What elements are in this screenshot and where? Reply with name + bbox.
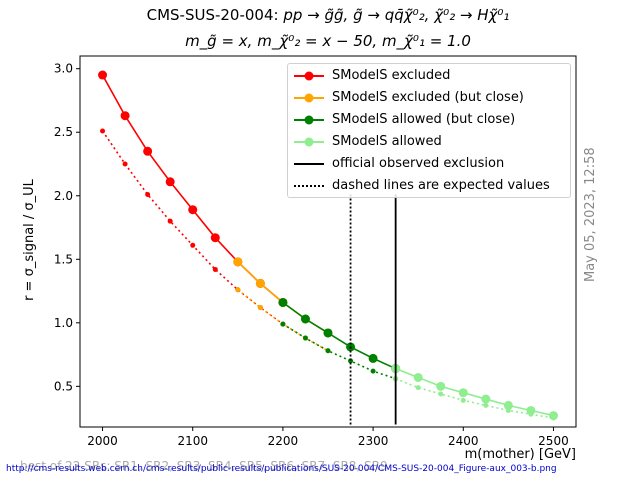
x-tick-label: 2200: [268, 434, 299, 448]
x-tick-label: 2300: [358, 434, 389, 448]
observed-point-series-0: [210, 233, 220, 243]
observed-point-series-0: [188, 205, 198, 215]
legend-label-expected: dashed lines are expected values: [332, 178, 550, 193]
chart-title-line-1: CMS-SUS-20-004: pp → g̃g̃, g̃ → qq̄χ̃⁰₂,…: [80, 6, 576, 24]
expected-point-series-3: [483, 402, 489, 408]
expected-point-series-2: [280, 321, 286, 327]
expected-line-series-2: [282, 323, 396, 380]
expected-point-series-2: [370, 368, 376, 374]
y-axis: 0.5 1.0 1.5 2.0 2.5 3.0: [54, 62, 80, 393]
observed-point-series-2: [300, 314, 310, 324]
legend-item-allowed: SModelS allowed: [292, 132, 568, 152]
footer-signal-regions: best of 22 SRs: SR1, SR2, SR3, SR4, SR5,…: [20, 459, 388, 473]
x-tick-label: 2500: [538, 434, 569, 448]
y-tick-label: 3.0: [54, 62, 73, 76]
expected-point-series-0: [122, 161, 128, 167]
x-axis: 2000 2100 2200 2300 2400 2500: [87, 427, 569, 448]
footer-url[interactable]: http://cms-results.web.cern.ch/cms-resul…: [6, 464, 557, 474]
observed-point-series-1: [255, 278, 265, 288]
observed-line-series-2: [282, 301, 396, 370]
expected-point-series-0: [212, 266, 218, 272]
observed-point-series-3: [503, 400, 513, 410]
expected-point-series-0: [167, 218, 173, 224]
legend-item-expected: dashed lines are expected values: [292, 176, 568, 196]
expected-point-series-0: [145, 191, 151, 197]
expected-point-series-0: [100, 128, 106, 134]
y-tick-label: 2.0: [54, 189, 73, 203]
legend-item-allowed-close: SModelS allowed (but close): [292, 110, 568, 130]
chart-title-line-2: m_g̃ = x, m_χ̃⁰₂ = x − 50, m_χ̃⁰₁ = 1.0: [80, 32, 576, 50]
observed-line-series-0: [101, 74, 284, 304]
expected-point-series-1: [235, 287, 241, 293]
expected-point-series-3: [460, 397, 466, 403]
x-tick-label: 2400: [448, 434, 479, 448]
expected-line-series-3: [395, 377, 554, 419]
expected-point-series-2: [348, 358, 354, 364]
y-tick-label: 1.5: [54, 252, 73, 266]
x-tick-label: 2100: [177, 434, 208, 448]
y-tick-label: 1.0: [54, 316, 73, 330]
legend-label-excluded: SModelS excluded: [332, 68, 451, 83]
legend-item-excluded: SModelS excluded: [292, 66, 568, 86]
observed-point-series-2: [368, 353, 378, 363]
observed-point-series-3: [436, 381, 446, 391]
chart-subtitle: m_g̃ = x, m_χ̃⁰₂ = x − 50, m_χ̃⁰₁ = 1.0: [185, 32, 471, 50]
expected-series-group: [100, 128, 556, 421]
plot-area: [79, 55, 577, 428]
expected-point-series-2: [325, 348, 331, 354]
legend-label-observed-exclusion: official observed exclusion: [332, 156, 505, 171]
observed-point-series-3: [526, 405, 536, 415]
observed-point-series-3: [548, 411, 558, 421]
observed-point-series-0: [98, 70, 108, 80]
legend-item-excluded-close: SModelS excluded (but close): [292, 88, 568, 108]
observed-point-series-2: [278, 297, 288, 307]
expected-line-series-0: [101, 130, 284, 325]
expected-point-series-2: [302, 335, 308, 341]
observed-point-series-3: [458, 388, 468, 398]
expected-point-series-3: [438, 391, 444, 397]
observed-point-series-3: [481, 394, 491, 404]
legend-label-allowed-close: SModelS allowed (but close): [332, 112, 516, 127]
observed-point-series-0: [165, 177, 175, 187]
observed-point-series-3: [413, 372, 423, 382]
y-tick-label: 2.5: [54, 125, 73, 139]
timestamp: May 05, 2023, 12:58: [583, 147, 598, 282]
observed-point-series-2: [323, 328, 333, 338]
expected-point-series-3: [415, 385, 421, 391]
y-tick-label: 0.5: [54, 379, 73, 393]
observed-point-series-1: [233, 257, 243, 267]
chart-title-prefix: CMS-SUS-20-004:: [146, 6, 284, 24]
legend-item-observed-exclusion: official observed exclusion: [292, 154, 568, 174]
exclusion-lines: [349, 194, 397, 425]
observed-point-series-0: [120, 111, 130, 121]
legend-label-allowed: SModelS allowed: [332, 134, 442, 149]
legend: SModelS excluded SModelS excluded (but c…: [287, 63, 571, 198]
expected-point-series-0: [190, 242, 196, 248]
x-tick-label: 2000: [87, 434, 118, 448]
legend-label-excluded-close: SModelS excluded (but close): [332, 90, 524, 105]
chart-title-process: pp → g̃g̃, g̃ → qq̄χ̃⁰₂, χ̃⁰₂ → Hχ̃⁰₁: [283, 6, 510, 24]
y-axis-label: r = σ_signal / σ_UL: [22, 179, 37, 301]
expected-point-series-1: [257, 305, 263, 311]
observed-point-series-0: [143, 146, 153, 156]
x-axis-label: m(mother) [GeV]: [464, 447, 576, 462]
